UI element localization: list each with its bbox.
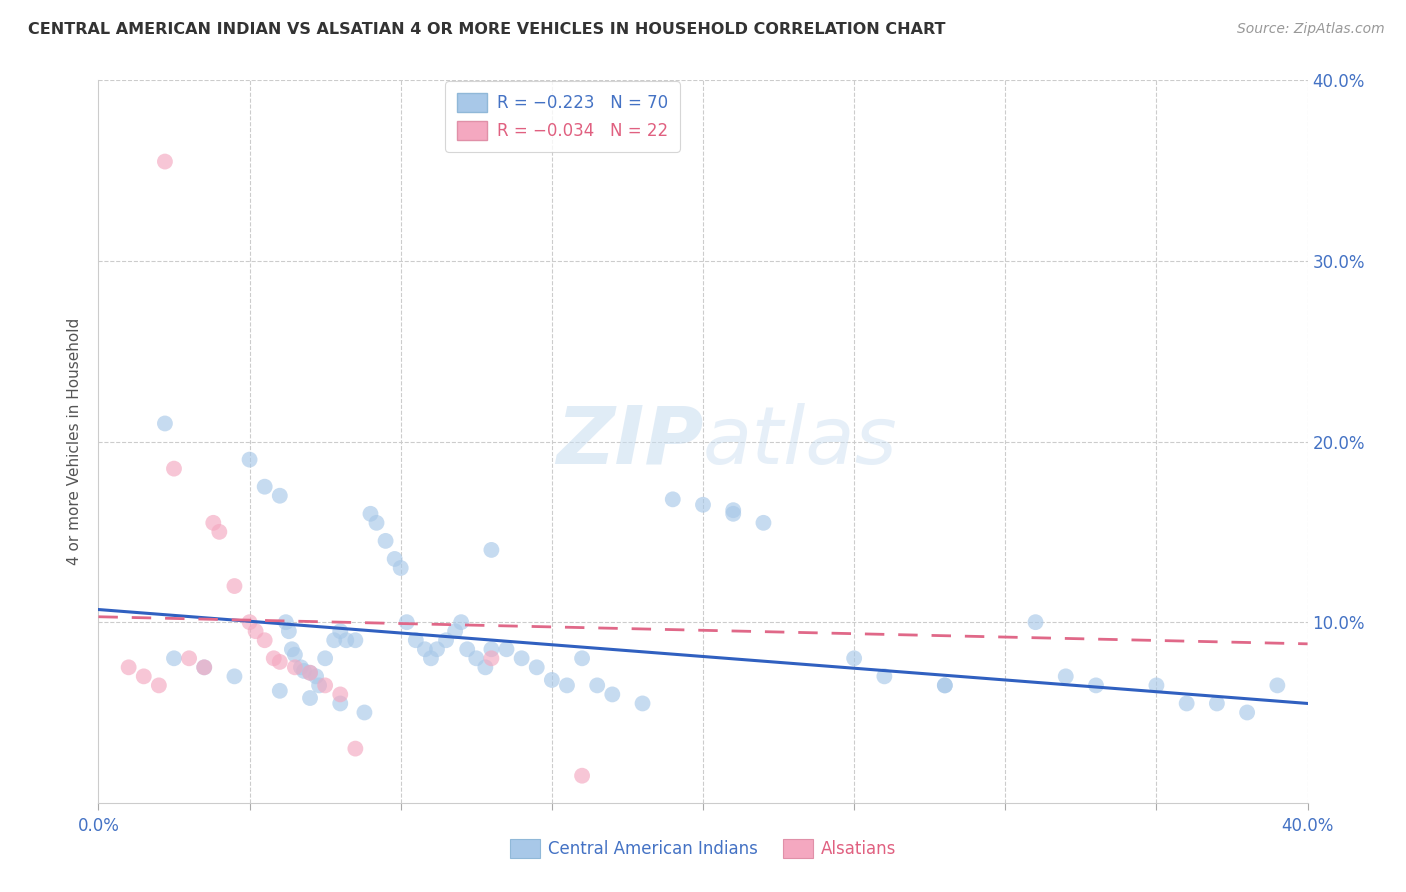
Point <box>208 524 231 539</box>
Point <box>510 651 533 665</box>
Point <box>1085 678 1108 692</box>
Text: atlas: atlas <box>703 402 898 481</box>
Point <box>1267 678 1289 692</box>
Y-axis label: 4 or more Vehicles in Household: 4 or more Vehicles in Household <box>67 318 83 566</box>
Point <box>661 492 683 507</box>
Point <box>269 683 291 698</box>
Point <box>299 665 322 680</box>
Point <box>395 615 418 630</box>
Point <box>602 687 624 701</box>
Point <box>179 651 201 665</box>
Point <box>481 542 503 557</box>
Point <box>253 480 276 494</box>
Point <box>474 660 496 674</box>
Point <box>413 642 436 657</box>
Point <box>571 651 593 665</box>
Point <box>426 642 449 657</box>
Point <box>329 687 352 701</box>
Point <box>329 624 352 639</box>
Point <box>384 552 406 566</box>
Point <box>314 651 336 665</box>
Point <box>344 741 367 756</box>
Point <box>360 507 382 521</box>
Point <box>540 673 562 687</box>
Point <box>274 615 297 630</box>
Point <box>269 489 291 503</box>
Point <box>1054 669 1077 683</box>
Point <box>163 461 186 475</box>
Point <box>224 669 246 683</box>
Point <box>934 678 956 692</box>
Point <box>163 651 186 665</box>
Text: CENTRAL AMERICAN INDIAN VS ALSATIAN 4 OR MORE VEHICLES IN HOUSEHOLD CORRELATION : CENTRAL AMERICAN INDIAN VS ALSATIAN 4 OR… <box>28 22 946 37</box>
Point <box>284 660 307 674</box>
Legend: Central American Indians, Alsatians: Central American Indians, Alsatians <box>501 830 905 867</box>
Point <box>405 633 427 648</box>
Point <box>193 660 215 674</box>
Point <box>335 633 357 648</box>
Point <box>299 691 322 706</box>
Point <box>723 503 745 517</box>
Point <box>389 561 412 575</box>
Point <box>752 516 775 530</box>
Point <box>873 669 896 683</box>
Point <box>290 660 312 674</box>
Point <box>1144 678 1167 692</box>
Point <box>374 533 396 548</box>
Point <box>465 651 488 665</box>
Point <box>1236 706 1258 720</box>
Point <box>555 678 578 692</box>
Point <box>934 678 956 692</box>
Point <box>314 678 336 692</box>
Point <box>571 769 593 783</box>
Point <box>263 651 285 665</box>
Point <box>844 651 866 665</box>
Point <box>495 642 517 657</box>
Point <box>148 678 170 692</box>
Point <box>692 498 714 512</box>
Point <box>193 660 215 674</box>
Point <box>329 697 352 711</box>
Point <box>344 633 367 648</box>
Point <box>284 648 307 662</box>
Point <box>456 642 478 657</box>
Point <box>153 154 176 169</box>
Point <box>292 664 315 678</box>
Text: ZIP: ZIP <box>555 402 703 481</box>
Point <box>305 669 328 683</box>
Point <box>299 665 322 680</box>
Point <box>1175 697 1198 711</box>
Point <box>723 507 745 521</box>
Point <box>245 624 267 639</box>
Point <box>450 615 472 630</box>
Point <box>1206 697 1229 711</box>
Point <box>586 678 609 692</box>
Point <box>118 660 141 674</box>
Point <box>444 624 467 639</box>
Point <box>239 615 262 630</box>
Point <box>420 651 443 665</box>
Point <box>323 633 346 648</box>
Point <box>277 624 299 639</box>
Point <box>1024 615 1046 630</box>
Point <box>434 633 457 648</box>
Point <box>253 633 276 648</box>
Point <box>353 706 375 720</box>
Point <box>269 655 291 669</box>
Point <box>481 642 503 657</box>
Point <box>132 669 155 683</box>
Point <box>224 579 246 593</box>
Point <box>202 516 225 530</box>
Point <box>308 678 330 692</box>
Point <box>281 642 304 657</box>
Point <box>631 697 654 711</box>
Point <box>153 417 176 431</box>
Point <box>366 516 388 530</box>
Point <box>481 651 503 665</box>
Point <box>526 660 548 674</box>
Text: Source: ZipAtlas.com: Source: ZipAtlas.com <box>1237 22 1385 37</box>
Point <box>239 452 262 467</box>
